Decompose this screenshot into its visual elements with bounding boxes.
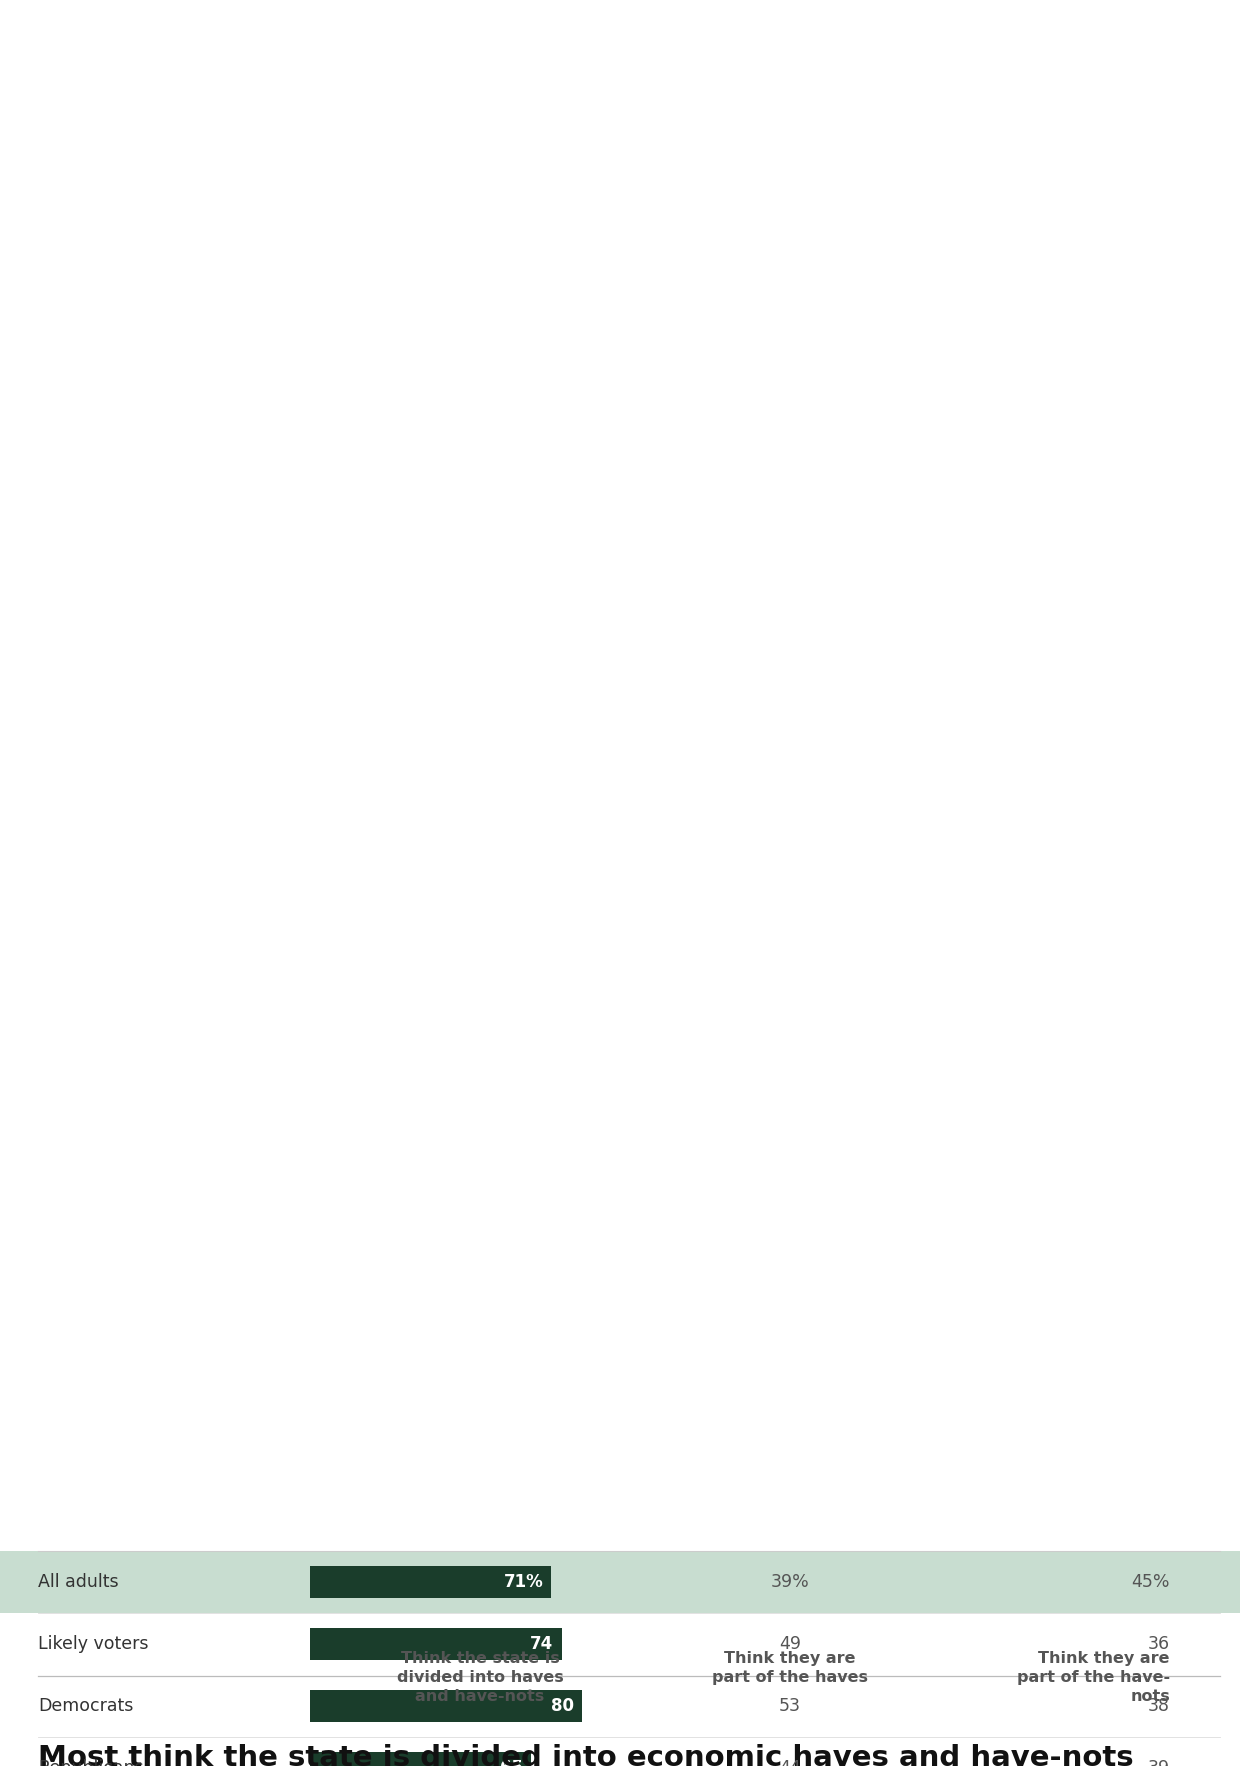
Text: Democrats: Democrats: [38, 1697, 134, 1715]
Text: Think they are
part of the haves: Think they are part of the haves: [712, 1651, 868, 1685]
Bar: [310, 1752, 531, 1766]
Text: 53: 53: [779, 1697, 801, 1715]
Text: All adults: All adults: [38, 1574, 119, 1591]
Text: 80: 80: [551, 1697, 574, 1715]
Bar: [310, 1628, 562, 1660]
Text: 74: 74: [531, 1635, 553, 1653]
Text: Most think the state is divided into economic haves and have-nots: Most think the state is divided into eco…: [38, 1745, 1133, 1766]
Text: Likely voters: Likely voters: [38, 1635, 149, 1653]
Text: 45%: 45%: [1131, 1574, 1171, 1591]
Text: 39: 39: [1148, 1759, 1171, 1766]
Text: 44: 44: [779, 1759, 801, 1766]
Text: 49: 49: [779, 1635, 801, 1653]
Text: Think they are
part of the have-
nots: Think they are part of the have- nots: [1017, 1651, 1171, 1704]
Text: Republicans: Republicans: [38, 1759, 144, 1766]
Text: 71%: 71%: [503, 1574, 543, 1591]
Text: 39%: 39%: [770, 1574, 810, 1591]
Bar: [0, 1551, 1240, 1612]
Bar: [310, 1690, 582, 1722]
Text: 36: 36: [1148, 1635, 1171, 1653]
Text: 65: 65: [500, 1759, 523, 1766]
Bar: [310, 1566, 552, 1598]
Text: 38: 38: [1148, 1697, 1171, 1715]
Text: Think the state is
divided into haves
and have-nots: Think the state is divided into haves an…: [397, 1651, 563, 1704]
